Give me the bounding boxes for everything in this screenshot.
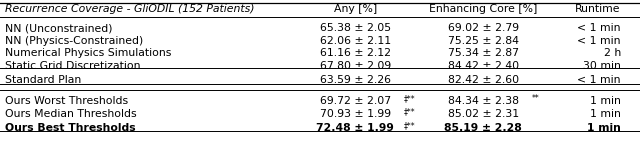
Text: 69.02 ± 2.79: 69.02 ± 2.79 <box>447 23 519 33</box>
Text: 72.48 ± 1.99: 72.48 ± 1.99 <box>316 123 394 133</box>
Text: ‡**: ‡** <box>404 108 415 117</box>
Text: 2 h: 2 h <box>604 48 621 58</box>
Text: < 1 min: < 1 min <box>577 75 621 85</box>
Text: ‡**: ‡** <box>404 94 415 103</box>
Text: Ours Median Thresholds: Ours Median Thresholds <box>5 109 137 119</box>
Text: Any [%]: Any [%] <box>333 4 377 14</box>
Text: 1 min: 1 min <box>590 96 621 106</box>
Text: Standard Plan: Standard Plan <box>5 75 81 85</box>
Text: 75.34 ± 2.87: 75.34 ± 2.87 <box>448 48 518 58</box>
Text: 85.19 ± 2.28: 85.19 ± 2.28 <box>444 123 522 133</box>
Text: 69.72 ± 2.07: 69.72 ± 2.07 <box>319 96 391 106</box>
Text: 65.38 ± 2.05: 65.38 ± 2.05 <box>319 23 391 33</box>
Text: 85.02 ± 2.31: 85.02 ± 2.31 <box>447 109 519 119</box>
Text: 63.59 ± 2.26: 63.59 ± 2.26 <box>320 75 390 85</box>
Text: 82.42 ± 2.60: 82.42 ± 2.60 <box>447 75 519 85</box>
Text: ‡**: ‡** <box>404 121 415 130</box>
Text: 75.25 ± 2.84: 75.25 ± 2.84 <box>448 36 518 46</box>
Text: Ours Best Thresholds: Ours Best Thresholds <box>5 123 136 133</box>
Text: 1 min: 1 min <box>590 109 621 119</box>
Text: 1 min: 1 min <box>587 123 621 133</box>
Text: **: ** <box>532 94 540 103</box>
Text: 62.06 ± 2.11: 62.06 ± 2.11 <box>319 36 391 46</box>
Text: Recurrence Coverage - GliODIL (152 Patients): Recurrence Coverage - GliODIL (152 Patie… <box>5 4 255 14</box>
Text: < 1 min: < 1 min <box>577 36 621 46</box>
Text: 67.80 ± 2.09: 67.80 ± 2.09 <box>319 61 391 71</box>
Text: Runtime: Runtime <box>575 4 621 14</box>
Text: NN (Unconstrained): NN (Unconstrained) <box>5 23 113 33</box>
Text: < 1 min: < 1 min <box>577 23 621 33</box>
Text: 70.93 ± 1.99: 70.93 ± 1.99 <box>319 109 391 119</box>
Text: Enhancing Core [%]: Enhancing Core [%] <box>429 4 538 14</box>
Text: 84.42 ± 2.40: 84.42 ± 2.40 <box>447 61 519 71</box>
Text: NN (Physics-Constrained): NN (Physics-Constrained) <box>5 36 143 46</box>
Text: 84.34 ± 2.38: 84.34 ± 2.38 <box>448 96 518 106</box>
Text: 30 min: 30 min <box>583 61 621 71</box>
Text: Ours Worst Thresholds: Ours Worst Thresholds <box>5 96 128 106</box>
Text: Static Grid Discretization: Static Grid Discretization <box>5 61 141 71</box>
Text: 61.16 ± 2.12: 61.16 ± 2.12 <box>320 48 390 58</box>
Text: Numerical Physics Simulations: Numerical Physics Simulations <box>5 48 172 58</box>
